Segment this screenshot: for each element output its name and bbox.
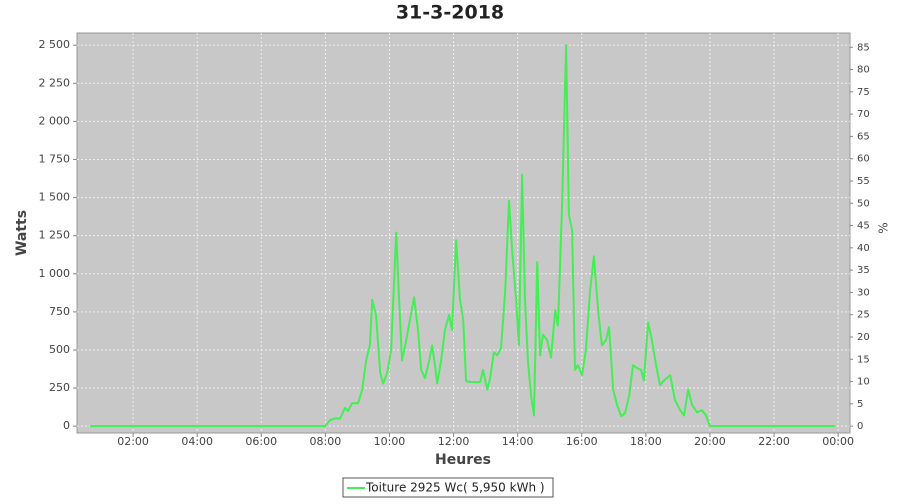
y-tick-label: 1 500: [39, 191, 71, 204]
y2-tick-label: 25: [857, 310, 870, 321]
series-line: [90, 44, 835, 428]
y-tick-label: 2 000: [39, 114, 71, 127]
x-tick-label: 18:00: [630, 435, 662, 448]
y2-tick-label: 15: [857, 354, 870, 365]
y2-tick-label: 0: [857, 421, 863, 432]
y2-tick-label: 65: [857, 131, 870, 142]
x-tick-label: 04:00: [181, 435, 213, 448]
y2-tick-label: 55: [857, 176, 870, 187]
plot-area: [76, 32, 851, 434]
x-tick-label: 14:00: [502, 435, 534, 448]
y2-tick-label: 50: [857, 198, 870, 209]
x-tick-label: 02:00: [117, 435, 149, 448]
y-axis-label: Watts: [14, 210, 30, 256]
y2-axis-label: %: [877, 222, 891, 233]
y2-tick-label: 45: [857, 221, 870, 232]
y2-tick-label: 10: [857, 377, 870, 388]
y2-tick-label: 20: [857, 332, 870, 343]
y-tick-label: 1 000: [39, 267, 71, 280]
y-tick-label: 1 250: [39, 229, 71, 242]
legend-label: Toiture 2925 Wc( 5,950 kWh ): [365, 481, 545, 495]
y2-tick-label: 80: [857, 65, 870, 76]
y2-tick-label: 35: [857, 265, 870, 276]
y2-tick-label: 75: [857, 87, 870, 98]
y-tick-label: 2 500: [39, 38, 71, 51]
y-tick-label: 500: [49, 343, 70, 356]
y-tick-label: 750: [49, 305, 70, 318]
y2-tick-label: 85: [857, 42, 870, 53]
y2-tick-label: 60: [857, 154, 870, 165]
y-tick-label: 1 750: [39, 152, 71, 165]
y-tick-label: 0: [63, 419, 70, 432]
y2-tick-label: 30: [857, 287, 870, 298]
x-tick-label: 22:00: [758, 435, 790, 448]
y2-tick-label: 40: [857, 243, 870, 254]
y-tick-label: 250: [49, 381, 70, 394]
x-tick-label: 00:00: [822, 435, 854, 448]
chart-title: 31-3-2018: [396, 2, 504, 24]
x-tick-label: 10:00: [374, 435, 406, 448]
x-tick-label: 12:00: [438, 435, 470, 448]
x-tick-label: 16:00: [566, 435, 598, 448]
y-tick-label: 2 250: [39, 76, 71, 89]
x-tick-label: 08:00: [310, 435, 342, 448]
x-tick-label: 06:00: [245, 435, 277, 448]
x-axis-label: Heures: [435, 452, 491, 468]
y2-tick-label: 70: [857, 109, 870, 120]
y2-tick-label: 5: [857, 399, 863, 410]
legend: [342, 477, 554, 498]
x-tick-label: 20:00: [694, 435, 726, 448]
